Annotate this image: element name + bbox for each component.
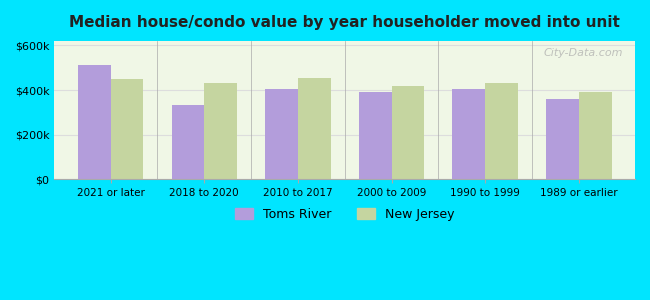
Bar	[78, 65, 111, 179]
Bar	[111, 79, 144, 179]
Bar	[546, 99, 578, 179]
Title: Median house/condo value by year householder moved into unit: Median house/condo value by year househo…	[70, 15, 620, 30]
Bar	[204, 83, 237, 179]
Bar	[452, 89, 485, 179]
Text: City-Data.com: City-Data.com	[544, 48, 623, 58]
Bar	[391, 85, 424, 179]
Legend: Toms River, New Jersey: Toms River, New Jersey	[229, 203, 460, 226]
Bar	[265, 89, 298, 179]
Bar	[578, 92, 612, 179]
Bar	[359, 92, 391, 179]
Bar	[298, 78, 331, 179]
Bar	[485, 83, 518, 179]
Bar	[172, 105, 204, 179]
